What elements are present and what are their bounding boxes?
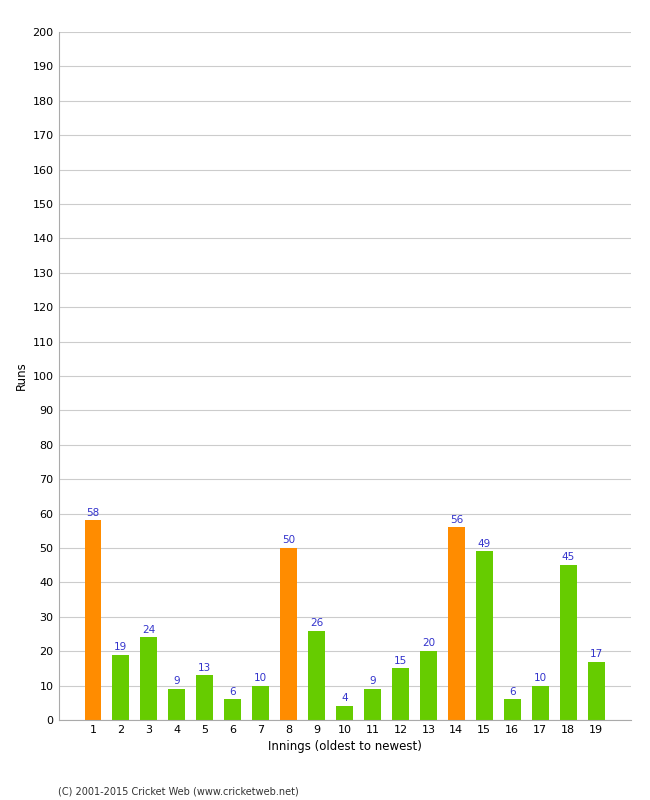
Bar [112,654,129,720]
Text: 20: 20 [422,638,435,649]
Bar [392,669,409,720]
Text: 19: 19 [114,642,127,652]
Text: 17: 17 [590,649,603,658]
Bar [308,630,325,720]
Text: 56: 56 [450,514,463,525]
Text: (C) 2001-2015 Cricket Web (www.cricketweb.net): (C) 2001-2015 Cricket Web (www.cricketwe… [58,786,299,796]
Bar [252,686,269,720]
Text: 4: 4 [341,694,348,703]
Bar [196,675,213,720]
Text: 26: 26 [310,618,323,628]
Text: 45: 45 [562,553,575,562]
Text: 6: 6 [509,686,515,697]
Bar [168,689,185,720]
Bar [448,527,465,720]
Bar [84,521,101,720]
Text: 49: 49 [478,538,491,549]
X-axis label: Innings (oldest to newest): Innings (oldest to newest) [268,741,421,754]
Bar [476,551,493,720]
Text: 9: 9 [369,676,376,686]
Text: 10: 10 [254,673,267,683]
Text: 15: 15 [394,656,407,666]
Text: 9: 9 [174,676,180,686]
Text: 50: 50 [282,535,295,546]
Bar [364,689,381,720]
Bar [420,651,437,720]
Bar [560,565,577,720]
Bar [532,686,549,720]
Bar [504,699,521,720]
Y-axis label: Runs: Runs [16,362,29,390]
Bar [588,662,604,720]
Text: 58: 58 [86,508,99,518]
Text: 13: 13 [198,662,211,673]
Bar [224,699,241,720]
Bar [280,548,297,720]
Text: 10: 10 [534,673,547,683]
Text: 24: 24 [142,625,155,634]
Bar [336,706,353,720]
Text: 6: 6 [229,686,236,697]
Bar [140,638,157,720]
